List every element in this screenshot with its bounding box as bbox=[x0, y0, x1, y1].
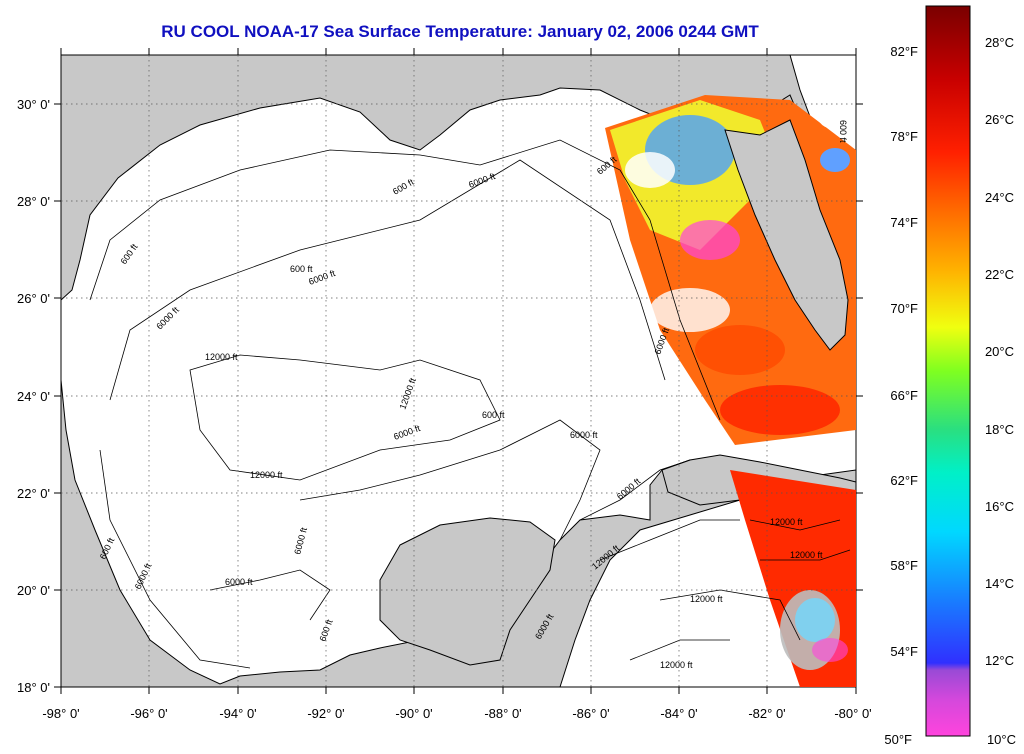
lon-tick-label: -88° 0' bbox=[484, 706, 521, 721]
fahrenheit-label: 50°F bbox=[884, 732, 912, 747]
celsius-label: 28°C bbox=[985, 35, 1014, 50]
lon-tick-label: -86° 0' bbox=[572, 706, 609, 721]
lat-tick-label: 20° 0' bbox=[17, 583, 50, 598]
fahrenheit-label: 58°F bbox=[890, 558, 918, 573]
contour-label: 6000 ft bbox=[570, 430, 598, 440]
celsius-label: 22°C bbox=[985, 267, 1014, 282]
lat-tick-label: 28° 0' bbox=[17, 194, 50, 209]
colorbar bbox=[925, 5, 971, 737]
contour-label: 12000 ft bbox=[790, 550, 823, 560]
lon-tick-label: -90° 0' bbox=[395, 706, 432, 721]
lat-tick-label: 18° 0' bbox=[17, 680, 50, 695]
lat-tick-label: 30° 0' bbox=[17, 97, 50, 112]
celsius-label: 12°C bbox=[985, 653, 1014, 668]
map-content: 600 ft 6000 ft 12000 ft 600 ft 6000 ft 6… bbox=[61, 55, 856, 687]
lon-tick-label: -92° 0' bbox=[307, 706, 344, 721]
contour-label: 600 ft bbox=[290, 264, 313, 274]
contour-label: 12000 ft bbox=[770, 517, 803, 527]
celsius-label: 10°C bbox=[987, 732, 1016, 747]
lon-tick-label: -98° 0' bbox=[42, 706, 79, 721]
celsius-labels: 28°C 26°C 24°C 22°C 20°C 18°C 16°C 14°C … bbox=[985, 35, 1016, 747]
yucatan-land bbox=[379, 517, 556, 666]
fahrenheit-label: 66°F bbox=[890, 388, 918, 403]
celsius-label: 26°C bbox=[985, 112, 1014, 127]
map-title: RU COOL NOAA-17 Sea Surface Temperature:… bbox=[161, 22, 759, 41]
fahrenheit-label: 82°F bbox=[890, 44, 918, 59]
lat-tick-label: 22° 0' bbox=[17, 486, 50, 501]
celsius-label: 24°C bbox=[985, 190, 1014, 205]
celsius-label: 16°C bbox=[985, 499, 1014, 514]
lon-tick-label: -82° 0' bbox=[748, 706, 785, 721]
contour-label: 6000 ft bbox=[225, 577, 253, 587]
contour-label: 600 ft bbox=[838, 120, 848, 143]
fahrenheit-label: 54°F bbox=[890, 644, 918, 659]
lon-tick-label: -94° 0' bbox=[219, 706, 256, 721]
contour-label: 12000 ft bbox=[250, 470, 283, 480]
fahrenheit-label: 62°F bbox=[890, 473, 918, 488]
contour-label: 12000 ft bbox=[205, 352, 238, 362]
celsius-label: 14°C bbox=[985, 576, 1014, 591]
lat-tick-label: 24° 0' bbox=[17, 389, 50, 404]
bathymetry-contours bbox=[89, 139, 851, 669]
fahrenheit-label: 78°F bbox=[890, 129, 918, 144]
lon-tick-label: -80° 0' bbox=[834, 706, 871, 721]
celsius-label: 18°C bbox=[985, 422, 1014, 437]
longitude-labels: -98° 0' -96° 0' -94° 0' -92° 0' -90° 0' … bbox=[42, 706, 871, 721]
axis-ticks bbox=[54, 48, 863, 694]
graticule bbox=[61, 55, 856, 687]
contour-label: 12000 ft bbox=[660, 660, 693, 670]
lon-tick-label: -96° 0' bbox=[130, 706, 167, 721]
florida-land-overlay bbox=[724, 119, 849, 351]
contour-label: 600 ft bbox=[482, 410, 505, 420]
contour-label: 12000 ft bbox=[690, 594, 723, 604]
lat-tick-label: 26° 0' bbox=[17, 291, 50, 306]
fahrenheit-labels: 82°F 78°F 74°F 70°F 66°F 62°F 58°F 54°F … bbox=[884, 44, 918, 747]
fahrenheit-label: 74°F bbox=[890, 215, 918, 230]
fahrenheit-label: 70°F bbox=[890, 301, 918, 316]
celsius-label: 20°C bbox=[985, 344, 1014, 359]
lon-tick-label: -84° 0' bbox=[660, 706, 697, 721]
latitude-labels: 30° 0' 28° 0' 26° 0' 24° 0' 22° 0' 20° 0… bbox=[17, 97, 50, 695]
